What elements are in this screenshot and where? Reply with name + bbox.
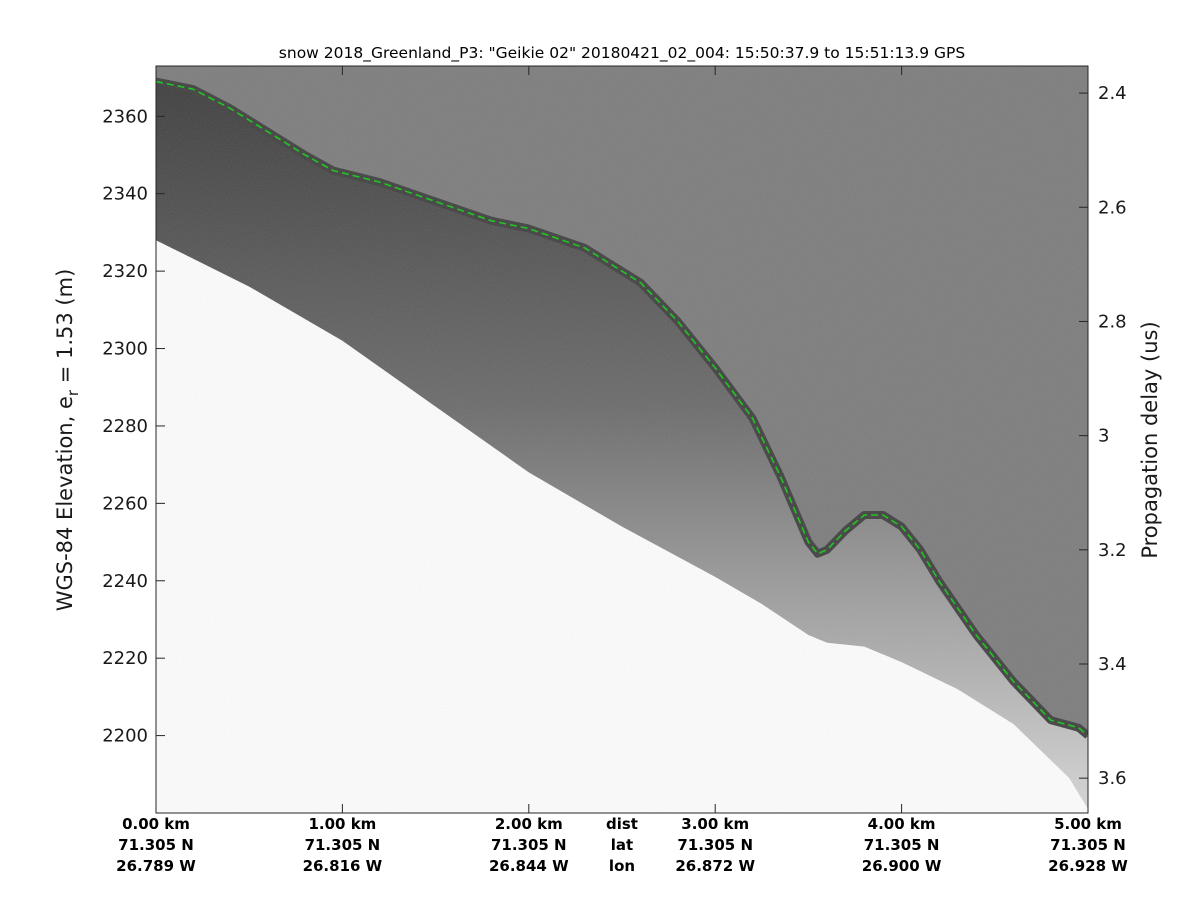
x-tick-label-dist: 4.00 km (868, 815, 936, 833)
y-tick-label: 2300 (102, 339, 148, 360)
x-tick-label-lat: 71.305 N (1050, 836, 1126, 854)
x-tick-label-lon: 26.844 W (489, 857, 569, 875)
x-tick-label-lon: 26.928 W (1048, 857, 1128, 875)
surface-layer-line (156, 80, 1088, 737)
x-tick-label-lon: 26.789 W (116, 857, 196, 875)
y-tick-label: 2240 (102, 571, 148, 592)
x-tick-label-dist: 5.00 km (1054, 815, 1122, 833)
right-y-axis: 2.4 2.6 2.8 3 3.2 3.4 3.6 (1079, 83, 1127, 789)
y2-tick-label: 3.6 (1098, 768, 1127, 789)
x-tick-label-lat: 71.305 N (677, 836, 753, 854)
y2-tick-label: 3.2 (1098, 540, 1127, 561)
x-tick-label-lon: 26.816 W (303, 857, 383, 875)
x-axis: 0.00 km 71.305 N 26.789 W 1.00 km 71.305 N 26… (116, 66, 1128, 875)
plot-area (156, 66, 1088, 813)
y2-tick-label: 2.4 (1098, 83, 1127, 104)
x-row-label-lat: lat (611, 836, 633, 854)
y-axis-title: WGS-84 Elevation, er = 1.53 (m) (53, 269, 82, 612)
plot-frame (155, 65, 1089, 814)
y-tick-label: 2320 (102, 261, 148, 282)
y-tick-label: 2340 (102, 184, 148, 205)
x-tick-label-lat: 71.305 N (118, 836, 194, 854)
y-tick-label: 2280 (102, 416, 148, 437)
y-tick-label: 2200 (102, 726, 148, 747)
x-tick-label-dist: 3.00 km (681, 815, 749, 833)
x-row-label-dist: dist (606, 815, 638, 833)
y2-tick-label: 3.4 (1098, 654, 1127, 675)
left-y-axis: 2200 2220 2240 2260 2280 2300 2320 2340 2360 (102, 106, 165, 747)
chart-title: snow 2018_Greenland_P3: "Geikie 02" 2018… (279, 44, 965, 63)
x-tick-label-lat: 71.305 N (491, 836, 567, 854)
x-tick-label-lon: 26.872 W (675, 857, 755, 875)
x-row-label-lon: lon (609, 857, 635, 875)
x-tick-label-lat: 71.305 N (864, 836, 940, 854)
speckle-noise-overlay (156, 66, 1088, 813)
x-tick-label-dist: 0.00 km (122, 815, 190, 833)
x-tick-label-dist: 2.00 km (495, 815, 563, 833)
y2-axis-title: Propagation delay (us) (1138, 321, 1162, 558)
y-tick-label: 2260 (102, 493, 148, 514)
y-tick-label: 2220 (102, 648, 148, 669)
y2-tick-label: 2.6 (1098, 197, 1127, 218)
x-tick-label-lat: 71.305 N (305, 836, 381, 854)
y2-tick-label: 3 (1098, 426, 1109, 447)
y2-tick-label: 2.8 (1098, 311, 1127, 332)
x-tick-label-dist: 1.00 km (308, 815, 376, 833)
y-tick-label: 2360 (102, 106, 148, 127)
x-tick-label-lon: 26.900 W (862, 857, 942, 875)
